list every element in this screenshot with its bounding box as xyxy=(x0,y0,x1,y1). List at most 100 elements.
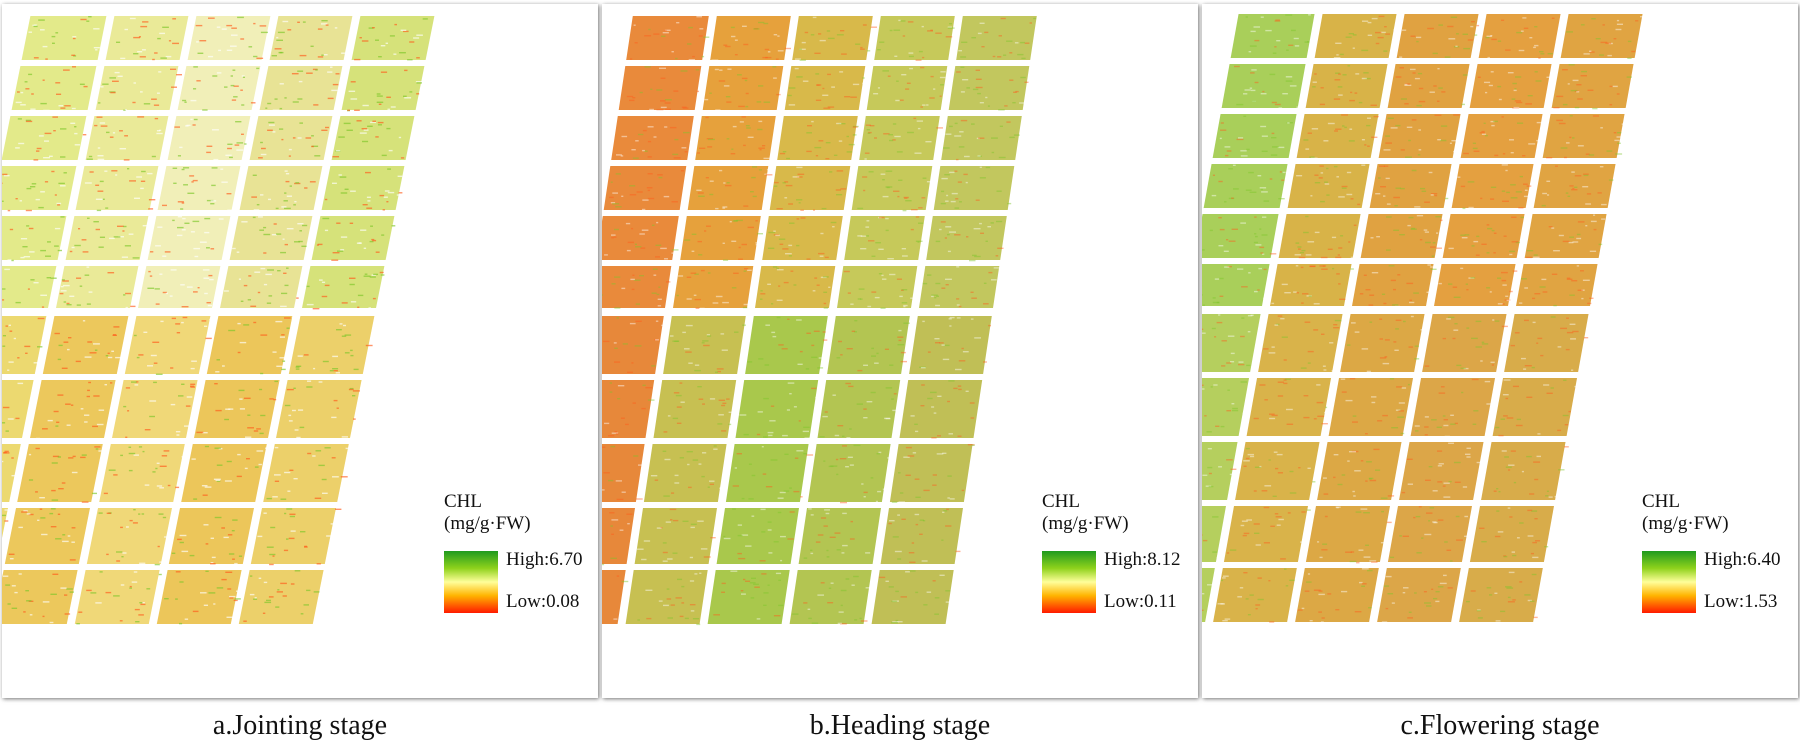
texture-speckle xyxy=(1223,250,1229,252)
texture-speckle xyxy=(1520,30,1524,32)
texture-speckle xyxy=(910,415,915,417)
texture-speckle xyxy=(1519,581,1523,583)
legend-high: High:6.40 xyxy=(1704,549,1781,570)
texture-speckle xyxy=(1223,575,1229,577)
texture-speckle xyxy=(836,170,844,172)
texture-speckle xyxy=(1305,215,1309,218)
texture-speckle xyxy=(947,400,950,403)
texture-speckle xyxy=(1225,154,1229,157)
texture-speckle xyxy=(1542,192,1547,195)
texture-speckle xyxy=(299,426,305,429)
texture-speckle xyxy=(151,98,157,100)
texture-speckle xyxy=(1522,155,1526,157)
texture-speckle xyxy=(1533,461,1541,463)
texture-speckle xyxy=(753,28,760,30)
texture-speckle xyxy=(20,104,26,106)
texture-speckle xyxy=(231,530,235,532)
texture-speckle xyxy=(694,369,701,372)
texture-speckle xyxy=(1252,100,1256,102)
texture-speckle xyxy=(281,368,286,371)
texture-speckle xyxy=(99,180,104,183)
field-plot xyxy=(99,444,185,502)
texture-speckle xyxy=(1385,607,1389,610)
texture-speckle xyxy=(1320,256,1328,259)
texture-speckle xyxy=(1516,101,1523,104)
texture-speckle xyxy=(647,197,655,200)
field-plot xyxy=(1202,214,1279,258)
texture-speckle xyxy=(159,273,163,275)
texture-speckle xyxy=(633,24,636,26)
texture-speckle xyxy=(862,176,868,178)
texture-speckle xyxy=(109,136,114,138)
texture-speckle xyxy=(1453,329,1459,331)
texture-speckle xyxy=(909,67,913,70)
texture-speckle xyxy=(1285,76,1293,78)
texture-speckle xyxy=(1535,540,1541,542)
texture-speckle xyxy=(915,430,919,433)
texture-speckle xyxy=(817,367,824,369)
texture-speckle xyxy=(124,28,128,31)
texture-speckle xyxy=(726,101,732,103)
texture-speckle xyxy=(60,185,66,187)
texture-speckle xyxy=(1373,448,1380,451)
texture-speckle xyxy=(1342,74,1347,76)
texture-speckle xyxy=(1314,73,1317,75)
field-plot xyxy=(941,116,1022,160)
texture-speckle xyxy=(104,384,107,386)
texture-speckle xyxy=(93,47,100,49)
texture-speckle xyxy=(731,240,737,242)
texture-speckle xyxy=(315,69,318,71)
texture-speckle xyxy=(81,501,89,503)
texture-speckle xyxy=(1400,187,1405,190)
texture-speckle xyxy=(1546,157,1553,159)
texture-speckle xyxy=(61,367,68,369)
texture-speckle xyxy=(1416,40,1419,43)
texture-speckle xyxy=(1438,392,1446,394)
texture-speckle xyxy=(268,596,274,598)
texture-speckle xyxy=(40,294,47,296)
texture-speckle xyxy=(613,236,617,238)
texture-speckle xyxy=(1533,254,1538,256)
texture-speckle xyxy=(1495,620,1501,622)
texture-speckle xyxy=(1247,614,1251,616)
texture-speckle xyxy=(743,43,749,46)
texture-speckle xyxy=(770,459,778,461)
texture-speckle xyxy=(1247,331,1251,333)
texture-speckle xyxy=(699,572,702,574)
texture-speckle xyxy=(1433,597,1438,600)
texture-speckle xyxy=(1354,611,1362,613)
texture-speckle xyxy=(1379,318,1383,320)
texture-speckle xyxy=(710,537,716,539)
texture-speckle xyxy=(696,623,701,626)
texture-speckle xyxy=(372,120,376,122)
texture-speckle xyxy=(1347,344,1351,346)
texture-speckle xyxy=(1304,590,1310,592)
texture-speckle xyxy=(181,383,185,385)
texture-speckle xyxy=(148,208,154,210)
texture-speckle xyxy=(745,105,749,108)
texture-speckle xyxy=(91,492,97,495)
texture-speckle xyxy=(679,615,684,618)
texture-speckle xyxy=(932,580,936,582)
texture-speckle xyxy=(969,402,975,404)
texture-speckle xyxy=(1303,416,1310,419)
texture-speckle xyxy=(282,595,287,597)
texture-speckle xyxy=(403,95,407,97)
texture-speckle xyxy=(826,30,831,32)
field-plot xyxy=(1459,568,1543,622)
texture-speckle xyxy=(807,125,812,127)
texture-speckle xyxy=(98,102,101,104)
texture-speckle xyxy=(697,240,702,243)
texture-speckle xyxy=(917,127,921,130)
texture-speckle xyxy=(926,104,929,106)
texture-speckle xyxy=(23,510,28,512)
texture-speckle xyxy=(866,129,871,131)
texture-speckle xyxy=(233,85,239,87)
texture-speckle xyxy=(2,299,5,301)
texture-speckle xyxy=(1486,587,1492,589)
texture-speckle xyxy=(1440,125,1448,127)
texture-speckle xyxy=(1350,268,1354,270)
texture-speckle xyxy=(314,497,322,499)
texture-speckle xyxy=(123,159,130,161)
texture-speckle xyxy=(178,395,184,397)
